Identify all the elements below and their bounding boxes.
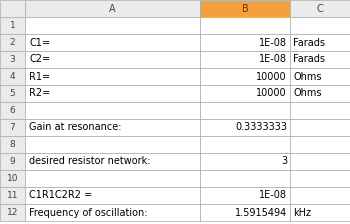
Bar [200, 170, 290, 187]
Bar [0, 187, 25, 204]
Bar [200, 119, 290, 136]
Bar [200, 34, 290, 51]
Text: 4: 4 [10, 72, 15, 81]
Bar [200, 136, 290, 153]
Text: 10000: 10000 [256, 88, 287, 99]
Bar [290, 0, 350, 17]
Text: B: B [241, 4, 248, 13]
Bar [200, 0, 290, 17]
Text: 2: 2 [10, 38, 15, 47]
Text: Ohms: Ohms [293, 71, 322, 82]
Text: 12: 12 [7, 208, 18, 217]
Text: Gain at resonance:: Gain at resonance: [29, 123, 121, 133]
Bar [290, 204, 350, 221]
Text: kHz: kHz [293, 207, 311, 218]
Bar [25, 85, 200, 102]
Bar [290, 17, 350, 34]
Bar [290, 153, 350, 170]
Text: Ohms: Ohms [293, 88, 322, 99]
Text: C: C [317, 4, 323, 13]
Text: 10000: 10000 [256, 71, 287, 82]
Bar [0, 17, 25, 34]
Text: A: A [109, 4, 116, 13]
Bar [0, 34, 25, 51]
Bar [0, 136, 25, 153]
Text: 5: 5 [10, 89, 15, 98]
Text: 6: 6 [10, 106, 15, 115]
Bar [0, 85, 25, 102]
Bar [0, 51, 25, 68]
Bar [290, 34, 350, 51]
Bar [200, 68, 290, 85]
Text: 11: 11 [7, 191, 18, 200]
Text: 1.5915494: 1.5915494 [235, 207, 287, 218]
Bar [200, 204, 290, 221]
Text: 1E-08: 1E-08 [259, 37, 287, 47]
Bar [0, 204, 25, 221]
Text: 1: 1 [10, 21, 15, 30]
Bar [25, 17, 200, 34]
Bar [0, 0, 25, 17]
Bar [290, 187, 350, 204]
Bar [0, 102, 25, 119]
Text: desired resistor network:: desired resistor network: [29, 157, 150, 166]
Bar [200, 187, 290, 204]
Bar [25, 119, 200, 136]
Text: Farads: Farads [293, 37, 325, 47]
Bar [290, 51, 350, 68]
Bar [200, 102, 290, 119]
Bar [25, 102, 200, 119]
Bar [200, 17, 290, 34]
Bar [25, 34, 200, 51]
Bar [290, 136, 350, 153]
Text: 9: 9 [10, 157, 15, 166]
Bar [0, 170, 25, 187]
Text: C2=: C2= [29, 54, 50, 65]
Text: 0.3333333: 0.3333333 [235, 123, 287, 133]
Bar [290, 119, 350, 136]
Text: 1E-08: 1E-08 [259, 54, 287, 65]
Text: C1R1C2R2 =: C1R1C2R2 = [29, 190, 92, 200]
Text: 1E-08: 1E-08 [259, 190, 287, 200]
Bar [25, 187, 200, 204]
Text: 10: 10 [7, 174, 18, 183]
Text: 8: 8 [10, 140, 15, 149]
Bar [0, 153, 25, 170]
Text: Frequency of oscillation:: Frequency of oscillation: [29, 207, 147, 218]
Text: R2=: R2= [29, 88, 50, 99]
Bar [0, 68, 25, 85]
Text: Farads: Farads [293, 54, 325, 65]
Text: R1=: R1= [29, 71, 50, 82]
Bar [0, 119, 25, 136]
Bar [290, 170, 350, 187]
Text: 3: 3 [281, 157, 287, 166]
Bar [290, 102, 350, 119]
Bar [25, 0, 200, 17]
Bar [25, 170, 200, 187]
Bar [290, 68, 350, 85]
Text: 7: 7 [10, 123, 15, 132]
Text: C1=: C1= [29, 37, 50, 47]
Bar [290, 85, 350, 102]
Bar [25, 51, 200, 68]
Bar [25, 136, 200, 153]
Bar [25, 153, 200, 170]
Text: 3: 3 [10, 55, 15, 64]
Bar [200, 153, 290, 170]
Bar [200, 51, 290, 68]
Bar [200, 85, 290, 102]
Bar [25, 204, 200, 221]
Bar [25, 68, 200, 85]
